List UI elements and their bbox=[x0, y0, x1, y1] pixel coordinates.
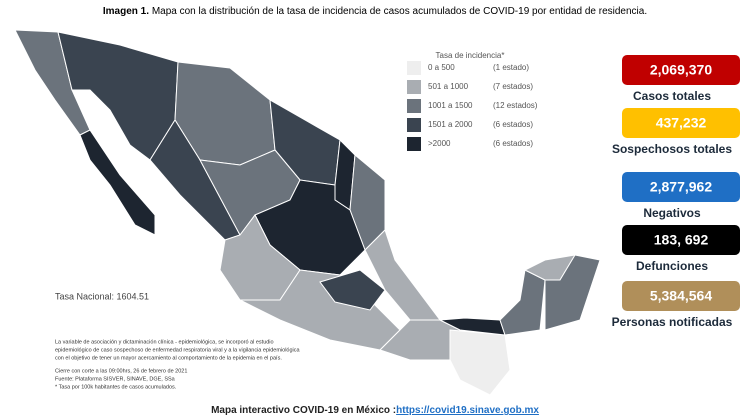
legend-range: 0 a 500 bbox=[428, 63, 455, 72]
legend-count: (6 estados) bbox=[493, 120, 533, 129]
legend-range: 501 a 1000 bbox=[428, 82, 469, 91]
title-label: Imagen 1. bbox=[103, 6, 149, 17]
legend-range: >2000 bbox=[428, 139, 451, 148]
stat-box bbox=[622, 172, 740, 202]
stats: 2,069,370 Casos totales 437,232 Sospechosos… bbox=[612, 55, 740, 329]
footer-text: Mapa interactivo COVID-19 en México : bbox=[211, 405, 396, 416]
state bbox=[319, 269, 386, 311]
footer: Mapa interactivo COVID-19 en México :htt… bbox=[211, 405, 539, 416]
legend-title: Tasa de incidencia* bbox=[436, 51, 505, 60]
state bbox=[79, 129, 156, 236]
stat-box bbox=[622, 108, 740, 138]
legend-swatch bbox=[407, 118, 421, 132]
legend: Tasa de incidencia* 0 a 500 (1 estado) 501… bbox=[407, 51, 538, 151]
state bbox=[499, 269, 546, 336]
stat-value: 437,232 bbox=[656, 115, 707, 131]
footer-link[interactable]: https://covid19.sinave.gob.mx bbox=[396, 405, 539, 416]
notes: La variable de asociación y dictaminació… bbox=[55, 339, 301, 390]
stat-value: 2,069,370 bbox=[650, 62, 712, 78]
legend-range: 1501 a 2000 bbox=[428, 120, 473, 129]
state bbox=[57, 31, 179, 161]
title: Imagen 1. Mapa con la distribución de la… bbox=[103, 6, 647, 17]
legend-count: (1 estado) bbox=[493, 63, 529, 72]
state bbox=[449, 329, 511, 396]
legend-count: (7 estados) bbox=[493, 82, 533, 91]
stat-box bbox=[622, 225, 740, 255]
legend-count: (12 estados) bbox=[493, 101, 538, 110]
note: epidemiológico de caso sospechoso de enf… bbox=[55, 347, 301, 353]
legend-swatch bbox=[407, 137, 421, 151]
national-rate: Tasa Nacional: 1604.51 bbox=[55, 291, 149, 301]
stat-value: 5,384,564 bbox=[650, 288, 712, 304]
stat-box bbox=[622, 281, 740, 311]
stat-value: 2,877,962 bbox=[650, 179, 712, 195]
note: La variable de asociación y dictaminació… bbox=[55, 339, 274, 345]
legend-range: 1001 a 1500 bbox=[428, 101, 473, 110]
map bbox=[14, 29, 601, 396]
stat-label: Sospechosos totales bbox=[612, 142, 732, 156]
legend-swatch bbox=[407, 80, 421, 94]
stat-box bbox=[622, 55, 740, 85]
note: Cierre con corte a las 09:00hrs, 26 de f… bbox=[55, 368, 187, 374]
legend-swatch bbox=[407, 61, 421, 75]
stat-value: 183, 692 bbox=[654, 232, 709, 248]
state bbox=[239, 269, 401, 351]
note: con el objetivo de tener un mayor acerca… bbox=[55, 355, 282, 361]
stat-label: Negativos bbox=[643, 206, 701, 220]
title-text: Mapa con la distribución de la tasa de i… bbox=[152, 6, 647, 17]
note: * Tasa por 100k habitantes de casos acum… bbox=[55, 384, 177, 390]
legend-count: (6 estados) bbox=[493, 139, 533, 148]
note: Fuente: Plataforma SISVER, SINAVE, DGE, … bbox=[55, 376, 176, 382]
legend-swatch bbox=[407, 99, 421, 113]
stat-label: Defunciones bbox=[636, 259, 708, 273]
state bbox=[544, 254, 601, 331]
stat-label: Personas notificadas bbox=[612, 315, 733, 329]
state bbox=[364, 229, 441, 321]
stat-label: Casos totales bbox=[633, 89, 711, 103]
